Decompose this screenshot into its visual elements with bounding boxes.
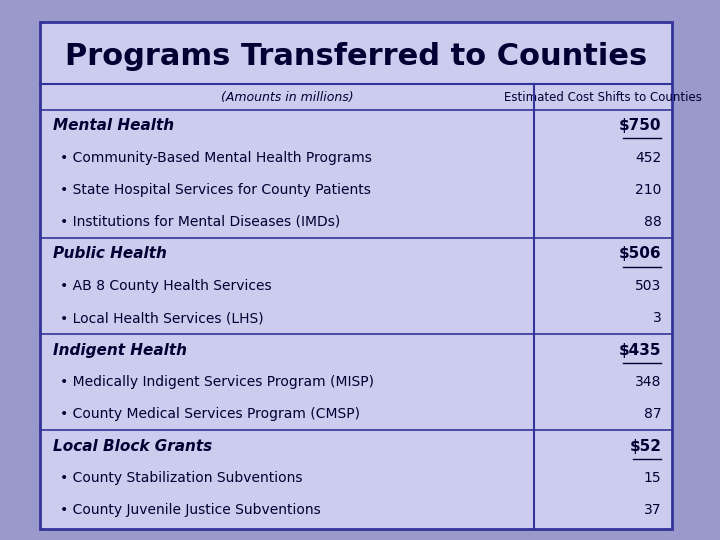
Text: 87: 87 bbox=[644, 407, 662, 421]
Text: $435: $435 bbox=[619, 342, 662, 357]
Text: Mental Health: Mental Health bbox=[53, 118, 174, 133]
Text: 210: 210 bbox=[635, 183, 662, 197]
Text: 88: 88 bbox=[644, 215, 662, 229]
Text: (Amounts in millions): (Amounts in millions) bbox=[220, 91, 354, 104]
Text: • County Juvenile Justice Subventions: • County Juvenile Justice Subventions bbox=[60, 503, 321, 517]
Text: • State Hospital Services for County Patients: • State Hospital Services for County Pat… bbox=[60, 183, 371, 197]
Text: $52: $52 bbox=[629, 439, 662, 454]
Text: • Community-Based Mental Health Programs: • Community-Based Mental Health Programs bbox=[60, 151, 372, 165]
Text: 15: 15 bbox=[644, 471, 662, 485]
Text: • AB 8 County Health Services: • AB 8 County Health Services bbox=[60, 279, 272, 293]
Text: 452: 452 bbox=[635, 151, 662, 165]
Text: Estimated Cost Shifts to Counties: Estimated Cost Shifts to Counties bbox=[504, 91, 702, 104]
Text: Programs Transferred to Counties: Programs Transferred to Counties bbox=[65, 42, 647, 71]
FancyBboxPatch shape bbox=[40, 22, 672, 529]
Text: • County Stabilization Subventions: • County Stabilization Subventions bbox=[60, 471, 302, 485]
Text: • Medically Indigent Services Program (MISP): • Medically Indigent Services Program (M… bbox=[60, 375, 374, 389]
Text: 503: 503 bbox=[635, 279, 662, 293]
Text: Local Block Grants: Local Block Grants bbox=[53, 439, 212, 454]
Text: 37: 37 bbox=[644, 503, 662, 517]
Text: Public Health: Public Health bbox=[53, 246, 167, 261]
Text: $750: $750 bbox=[619, 118, 662, 133]
Text: • County Medical Services Program (CMSP): • County Medical Services Program (CMSP) bbox=[60, 407, 360, 421]
Text: 348: 348 bbox=[635, 375, 662, 389]
Text: $506: $506 bbox=[618, 246, 662, 261]
Text: • Local Health Services (LHS): • Local Health Services (LHS) bbox=[60, 311, 264, 325]
Text: • Institutions for Mental Diseases (IMDs): • Institutions for Mental Diseases (IMDs… bbox=[60, 215, 341, 229]
Text: 3: 3 bbox=[652, 311, 662, 325]
Text: Indigent Health: Indigent Health bbox=[53, 342, 187, 357]
